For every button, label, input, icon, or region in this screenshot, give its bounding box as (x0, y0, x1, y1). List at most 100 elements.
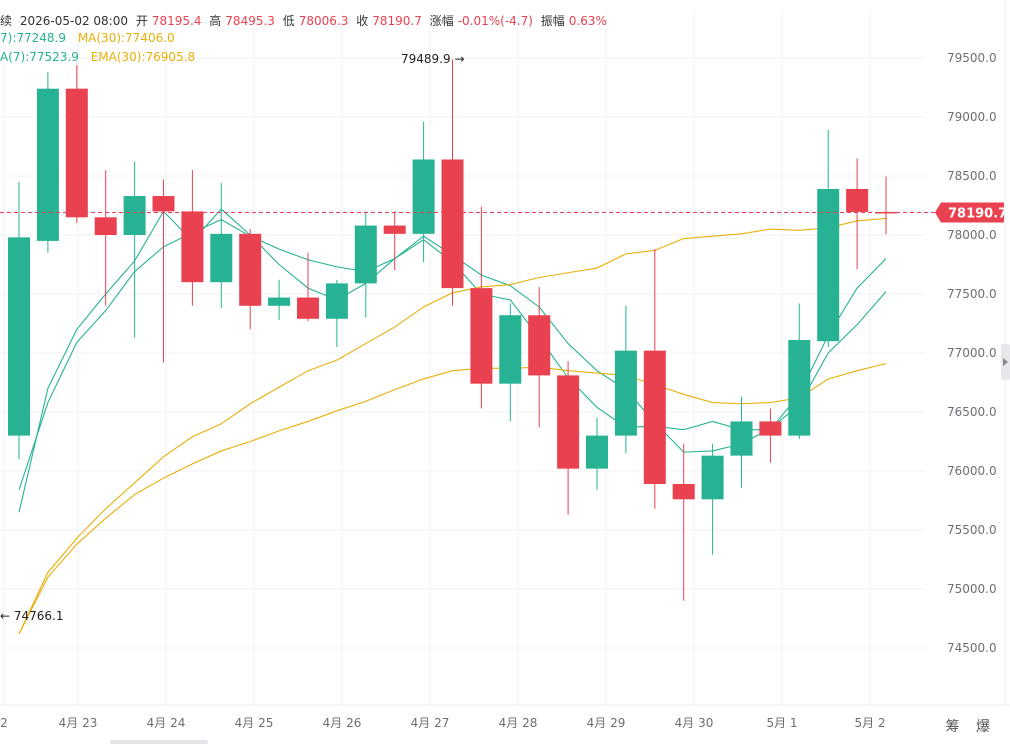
ema-legend: A(7):77523.9 EMA(30):76905.8 (0, 50, 203, 64)
x-tick-label: 5月 1 (766, 716, 797, 730)
candle-body (210, 233, 233, 283)
candle (470, 206, 493, 409)
x-tick-label: 4月 30 (675, 716, 714, 730)
candle-body (412, 159, 435, 234)
ma-legend: 7):77248.9 MA(30):77406.0 (0, 31, 183, 45)
high-value: 78495.3 (225, 14, 275, 28)
candle (557, 361, 580, 515)
info-time: 2026-05-02 08:00 (19, 14, 128, 28)
corner-tools[interactable]: 筹 爆 (945, 719, 996, 735)
candle-body (614, 350, 637, 436)
y-tick-label: 79000.0 (947, 110, 997, 124)
ema30-line (18, 363, 887, 635)
candle (268, 279, 291, 320)
ema30-legend: EMA(30):76905.8 (90, 50, 196, 64)
candle-body (441, 159, 464, 289)
y-tick-label: 78000.0 (947, 228, 997, 242)
current-price-label: 78190.7 (948, 206, 1007, 221)
candle-body (181, 211, 204, 283)
y-tick-label: 76000.0 (947, 464, 997, 478)
axis-layer: 74500.0 75000.0 75500.0 76000.0 76500.0 77000… (0, 0, 1010, 730)
amp-value: 0.63% (568, 14, 607, 28)
candle-body (730, 421, 753, 456)
ma30-legend: MA(30):77406.0 (77, 31, 175, 45)
candle (94, 170, 117, 306)
candle (65, 65, 88, 224)
candle-body (701, 455, 724, 500)
candle (325, 279, 348, 348)
change-value: -0.01%(-4.7) (457, 14, 533, 28)
candle-body (152, 196, 175, 212)
candle-body (65, 88, 88, 218)
candle (528, 286, 551, 428)
candle-body (325, 283, 348, 319)
y-tick-label: 76500.0 (947, 405, 997, 419)
candle-body (354, 225, 377, 284)
candle-body (817, 188, 840, 342)
open-value: 78195.4 (151, 14, 202, 28)
candle-body (672, 483, 695, 500)
low-marker-label: ← 74766.1 (0, 609, 64, 623)
candle (297, 252, 319, 322)
candle-body (586, 435, 608, 469)
x-tick-label: 5月 2 (854, 716, 885, 730)
candle (181, 170, 204, 306)
candle (36, 72, 59, 253)
candle-body (297, 297, 319, 319)
candle-body (528, 315, 551, 376)
candle (846, 158, 869, 270)
amp-label: 振幅 (540, 14, 565, 28)
y-tick-label: 75000.0 (947, 582, 997, 596)
candle-body (8, 237, 30, 436)
high-marker-label: 79489.9 → (401, 52, 465, 66)
candle-body (788, 340, 811, 436)
candle (730, 396, 753, 488)
candle (875, 176, 897, 235)
y-tick-label: 74500.0 (947, 641, 997, 655)
annotation-layer: 78190.7 79489.9 → ← 74766.1 (0, 52, 1007, 623)
y-tick-label: 75500.0 (947, 523, 997, 537)
candle (817, 129, 840, 348)
candle-body (846, 188, 869, 212)
x-tick-label: 2 (0, 716, 8, 730)
candle-body (123, 196, 146, 235)
candle-body (36, 88, 59, 241)
ma7-legend: 7):77248.9 (0, 31, 66, 45)
candle (701, 443, 724, 555)
candle-body (759, 421, 782, 436)
y-tick-label: 77000.0 (947, 346, 997, 360)
time-scrollbar[interactable] (110, 740, 208, 744)
ohlc-info-bar: 续 2026-05-02 08:00 开 78195.4 高 78495.3 低 78… (0, 12, 611, 29)
x-tick-label: 4月 26 (323, 716, 362, 730)
candle (788, 303, 811, 440)
change-label: 涨幅 (429, 14, 454, 28)
x-tick-label: 4月 28 (499, 716, 538, 730)
low-value: 78006.3 (298, 14, 349, 28)
grid-layer (0, 10, 925, 705)
candle-body (268, 297, 291, 306)
candle (239, 229, 262, 330)
candle (643, 249, 666, 509)
x-tick-label: 4月 29 (587, 716, 626, 730)
x-tick-label: 4月 23 (59, 716, 98, 730)
candle-body (470, 288, 493, 384)
price-tag-bg (935, 202, 1004, 223)
candle (123, 161, 146, 338)
current-price-tag: 78190.7 (935, 202, 1007, 223)
candle-body (557, 375, 580, 469)
close-label: 收 (356, 14, 369, 28)
candle (383, 211, 406, 271)
candle (614, 305, 637, 454)
candle (412, 121, 435, 263)
open-label: 开 (135, 14, 148, 28)
info-prefix: 续 (0, 14, 13, 28)
candle-body (499, 315, 522, 384)
expand-panel-handle[interactable] (1001, 344, 1010, 380)
candle (354, 211, 377, 318)
high-label: 高 (209, 14, 222, 28)
candle (8, 181, 30, 460)
x-tick-label: 4月 25 (235, 716, 274, 730)
low-label: 低 (282, 14, 295, 28)
